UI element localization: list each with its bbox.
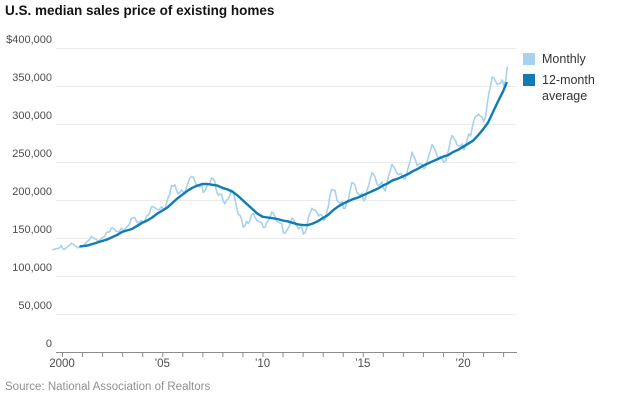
x-axis-label: ’20	[455, 358, 471, 370]
y-axis-label: 300,000	[12, 110, 52, 122]
x-axis-label: ’10	[254, 358, 271, 370]
y-axis-label: 100,000	[12, 262, 52, 274]
legend-label-average: 12-month average	[542, 73, 595, 103]
legend-label-monthly: Monthly	[542, 52, 586, 66]
y-axis-label: 350,000	[12, 72, 52, 84]
x-axis-label: 2000	[49, 358, 75, 370]
x-axis-label: ’15	[355, 358, 371, 370]
legend-item-monthly: Monthly	[523, 51, 604, 67]
monthly-line	[51, 66, 509, 251]
chart-title: U.S. median sales price of existing home…	[5, 3, 275, 18]
legend-swatch-average-icon	[523, 74, 535, 86]
y-axis-label: 250,000	[12, 148, 52, 160]
legend: Monthly 12-month average	[523, 51, 604, 109]
legend-swatch-monthly-icon	[523, 53, 535, 65]
legend-item-average: 12-month average	[523, 72, 604, 104]
y-axis-label: 200,000	[12, 186, 52, 198]
y-axis-label: 0	[45, 338, 52, 350]
y-axis-label: $400,000	[6, 34, 52, 46]
average-line	[79, 81, 508, 248]
y-axis-label: 50,000	[18, 300, 52, 312]
source-note: Source: National Association of Realtors	[5, 381, 211, 393]
x-axis-label: ’05	[154, 358, 170, 370]
y-axis-label: 150,000	[12, 224, 52, 236]
